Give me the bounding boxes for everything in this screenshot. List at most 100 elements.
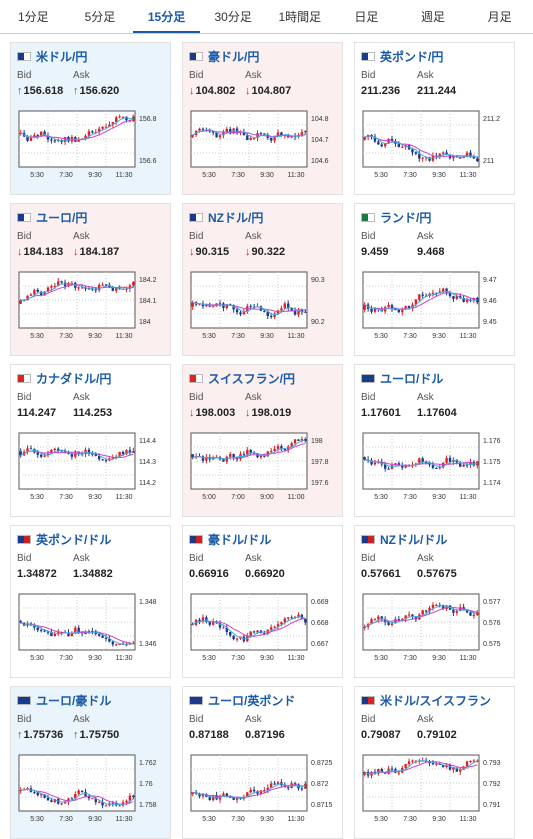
pair-name[interactable]: NZドル/円 (208, 211, 264, 225)
candle-body (29, 448, 33, 450)
candle-body (87, 796, 91, 799)
pair-title[interactable]: 英ポンド/ドル (17, 531, 111, 548)
candle-body (229, 304, 232, 306)
candle-body (191, 302, 194, 307)
pair-title[interactable]: NZドル/円 (189, 209, 263, 226)
x-tick-label: 7:30 (59, 816, 73, 823)
pair-title[interactable]: 豪ドル/ドル (189, 531, 271, 548)
x-tick-label: 7:00 (231, 494, 245, 501)
tab-5[interactable]: 日足 (354, 10, 379, 24)
tab-4[interactable]: 1時間足 (278, 10, 322, 24)
mini-chart[interactable]: 156.8 156.6 5:30 7:30 9:30 11:30 (15, 103, 167, 183)
rate-card[interactable]: 米ドル/円 Bid Ask ↑156.618 ↑156.620 156.8 156.6 5:3… (10, 42, 171, 195)
pair-name[interactable]: カナダドル/円 (36, 372, 112, 386)
pair-title[interactable]: カナダドル/円 (17, 370, 111, 387)
candle-body (50, 286, 53, 288)
pair-title[interactable]: ユーロ/円 (17, 209, 87, 226)
candle-body (373, 308, 377, 312)
candle-body (19, 451, 22, 456)
candle-body (370, 771, 373, 776)
pair-name[interactable]: 英ポンド/ドル (36, 533, 112, 547)
pair-title[interactable]: ユーロ/英ポンド (189, 692, 295, 709)
pair-name[interactable]: ランド/円 (380, 211, 432, 225)
mini-chart[interactable]: 90.3 90.2 5:30 7:30 9:30 11:30 (187, 264, 339, 344)
pair-title[interactable]: ランド/円 (361, 209, 431, 226)
moving-average-line (192, 783, 306, 800)
candle-body (118, 451, 121, 457)
pair-name[interactable]: NZドル/ドル (380, 533, 448, 547)
flag-icon (17, 696, 31, 705)
x-tick-label: 11:30 (460, 333, 477, 340)
tab-6[interactable]: 週足 (421, 10, 446, 24)
rate-card[interactable]: NZドル/ドル Bid Ask 0.57661 0.57675 0.577 0.576 0.5… (354, 525, 515, 678)
tab-0[interactable]: 1分足 (17, 10, 49, 24)
moving-average-line (20, 788, 134, 805)
x-tick-label: 7:30 (403, 816, 417, 823)
pair-name[interactable]: ユーロ/豪ドル (36, 694, 112, 708)
rate-card[interactable]: NZドル/円 Bid Ask ↓90.315 ↓90.322 90.3 90.2 5:30 7:… (182, 203, 343, 356)
rate-card[interactable]: ランド/円 Bid Ask 9.459 9.468 9.47 9.46 9.45 5:30 7:3… (354, 203, 515, 356)
candle-body (50, 800, 53, 802)
pair-name[interactable]: ユーロ/円 (36, 211, 88, 225)
candle-body (60, 803, 63, 805)
pair-title[interactable]: スイスフラン/円 (189, 370, 295, 387)
rate-card[interactable]: ユーロ/豪ドル Bid Ask ↑1.75736 ↑1.75750 1.762 1.76 1.… (10, 686, 171, 839)
pair-title[interactable]: 英ポンド/円 (361, 48, 443, 65)
candle-body (397, 463, 401, 465)
rate-card[interactable]: 英ポンド/円 Bid Ask 211.236 211.244 211.2 211 5:30 7:… (354, 42, 515, 195)
candle-body (205, 304, 208, 307)
rate-card[interactable]: 英ポンド/ドル Bid Ask 1.34872 1.34882 1.348 1.346 5:3… (10, 525, 171, 678)
candle-body (29, 137, 33, 141)
candle-body (198, 128, 201, 131)
tab-3[interactable]: 30分足 (214, 10, 252, 24)
candle-body (263, 133, 266, 135)
rate-card[interactable]: カナダドル/円 Bid Ask 114.247 114.253 114.4 114.3 114… (10, 364, 171, 517)
rate-card[interactable]: ユーロ/ドル Bid Ask 1.17601 1.17604 1.176 1.175 1.17… (354, 364, 515, 517)
mini-chart[interactable]: 0.577 0.576 0.575 5:30 7:30 9:30 11:30 (359, 586, 511, 666)
y-tick-label: 184.2 (139, 277, 157, 284)
pair-name[interactable]: ユーロ/英ポンド (208, 694, 296, 708)
pair-title[interactable]: ユーロ/豪ドル (17, 692, 111, 709)
y-tick-label: 0.8715 (311, 802, 333, 809)
pair-name[interactable]: 米ドル/スイスフラン (380, 694, 491, 708)
pair-name[interactable]: 豪ドル/ドル (208, 533, 272, 547)
pair-name[interactable]: ユーロ/ドル (380, 372, 444, 386)
mini-chart[interactable]: 198 197.8 197.6 5:00 7:00 9:00 11:00 (187, 425, 339, 505)
mini-chart[interactable]: 184.2 184.1 184 5:30 7:30 9:30 11:30 (15, 264, 167, 344)
moving-average-line (364, 459, 478, 467)
pair-title[interactable]: 米ドル/円 (17, 48, 87, 65)
mini-chart[interactable]: 1.176 1.175 1.174 5:30 7:30 9:30 11:30 (359, 425, 511, 505)
pair-name[interactable]: 豪ドル/円 (208, 50, 260, 64)
mini-chart[interactable]: 0.793 0.792 0.791 5:30 7:30 9:30 11:30 (359, 747, 511, 827)
rate-card[interactable]: ユーロ/円 Bid Ask ↓184.183 ↓184.187 184.2 184.1 184… (10, 203, 171, 356)
x-tick-label: 5:30 (202, 172, 216, 179)
mini-chart[interactable]: 1.348 1.346 5:30 7:30 9:30 11:30 (15, 586, 167, 666)
x-tick-label: 11:30 (288, 655, 305, 662)
tab-1[interactable]: 5分足 (84, 10, 116, 24)
mini-chart[interactable]: 9.47 9.46 9.45 5:30 7:30 9:30 11:30 (359, 264, 511, 344)
mini-chart[interactable]: 1.762 1.76 1.758 5:30 7:30 9:30 11:30 (15, 747, 167, 827)
pair-name[interactable]: 米ドル/円 (36, 50, 88, 64)
rate-card[interactable]: 米ドル/スイスフラン Bid Ask 0.79087 0.79102 0.793 0.792… (354, 686, 515, 839)
pair-name[interactable]: 英ポンド/円 (380, 50, 444, 64)
rate-card[interactable]: スイスフラン/円 Bid Ask ↓198.003 ↓198.019 198 197.8 19… (182, 364, 343, 517)
pair-title[interactable]: NZドル/ドル (361, 531, 447, 548)
rate-card[interactable]: 豪ドル/円 Bid Ask ↓104.802 ↓104.807 104.8 104.7 104… (182, 42, 343, 195)
ask-value: 0.79102 (417, 729, 457, 741)
mini-chart[interactable]: 211.2 211 5:30 7:30 9:30 11:30 (359, 103, 511, 183)
candle-body (249, 138, 252, 141)
candle-body (377, 769, 380, 774)
tab-2[interactable]: 15分足 (133, 0, 200, 33)
mini-chart[interactable]: 0.669 0.668 0.667 5:30 7:30 9:30 11:30 (187, 586, 339, 666)
tab-7[interactable]: 月足 (487, 10, 512, 24)
pair-title[interactable]: 米ドル/スイスフラン (361, 692, 491, 709)
mini-chart[interactable]: 114.4 114.3 114.2 5:30 7:30 9:30 11:30 (15, 425, 167, 505)
pair-title[interactable]: ユーロ/ドル (361, 370, 443, 387)
mini-chart[interactable]: 104.8 104.7 104.6 5:30 7:30 9:30 11:30 (187, 103, 339, 183)
pair-title[interactable]: 豪ドル/円 (189, 48, 259, 65)
pair-name[interactable]: スイスフラン/円 (208, 372, 295, 386)
rate-card[interactable]: ユーロ/英ポンド Bid Ask 0.87188 0.87196 0.8725 0.872 0… (182, 686, 343, 839)
x-tick-label: 7:30 (231, 816, 245, 823)
rate-card[interactable]: 豪ドル/ドル Bid Ask 0.66916 0.66920 0.669 0.668 0.66… (182, 525, 343, 678)
mini-chart[interactable]: 0.8725 0.872 0.8715 5:30 7:30 9:30 11:30 (187, 747, 339, 827)
